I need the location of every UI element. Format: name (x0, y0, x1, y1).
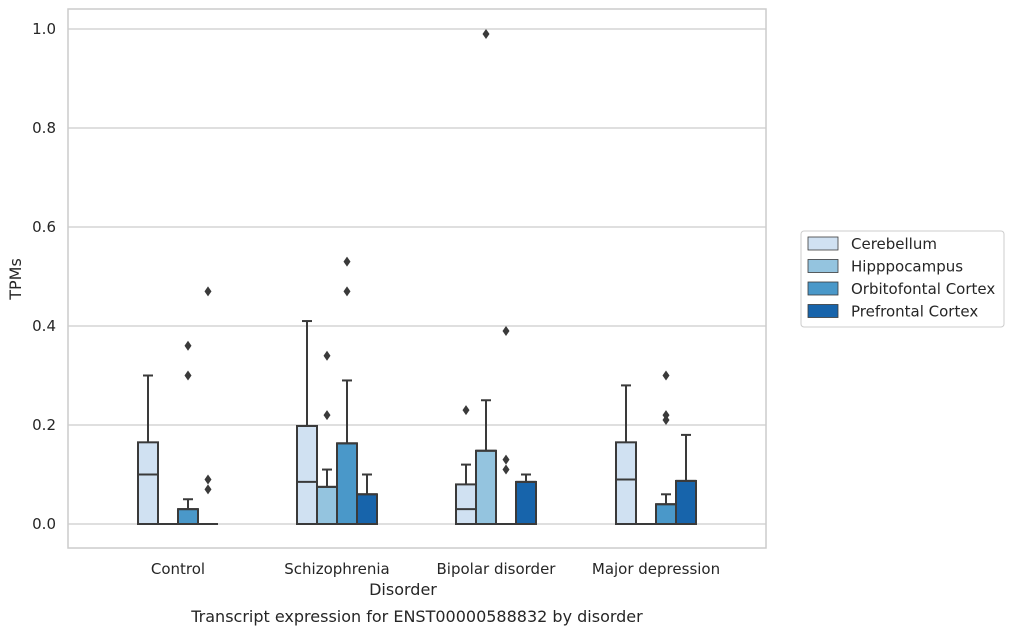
box-body (615, 441, 637, 526)
legend: Cerebellum Hipppocampus Orbitofontal Corte… (800, 230, 1005, 328)
box-body (356, 493, 378, 525)
outlier-point (184, 340, 192, 351)
outlier-point (482, 28, 490, 39)
y-tick-label: 0.8 (32, 119, 56, 137)
y-axis-ticks: 0.0 0.2 0.4 0.6 0.8 1.0 (32, 20, 56, 533)
outlier-point (502, 325, 510, 336)
box-orbitofontal-cortex (177, 340, 199, 525)
x-tick-label: Major depression (592, 560, 720, 578)
legend-swatch (807, 236, 839, 251)
y-tick-label: 1.0 (32, 20, 56, 38)
legend-label: Cerebellum (851, 235, 937, 253)
box-body (655, 503, 677, 526)
box-orbitofontal-cortex (655, 370, 677, 526)
y-axis-label: TPMs (6, 258, 25, 301)
box-body (475, 449, 497, 525)
box-orbitofontal-cortex (496, 325, 516, 525)
outlier-point (343, 286, 351, 297)
outlier-point (323, 350, 331, 361)
box-body (336, 442, 358, 525)
legend-label: Orbitofontal Cortex (851, 280, 995, 298)
legend-swatch (807, 259, 839, 273)
y-tick-label: 0.6 (32, 218, 56, 236)
box-cerebellum (615, 384, 637, 526)
x-axis-ticks: Control Schizophrenia Bipolar disorder Majo… (151, 560, 720, 578)
box-body (296, 424, 318, 525)
legend-swatch (807, 304, 839, 318)
box-prefrontal-cortex (198, 286, 218, 525)
legend-item: Cerebellum (807, 235, 937, 253)
box-hipppocampus (316, 350, 338, 525)
box-cerebellum (296, 320, 318, 525)
outlier-point (323, 410, 331, 421)
box-cerebellum (455, 405, 477, 525)
outlier-point (502, 464, 510, 475)
legend-item: Orbitofontal Cortex (807, 280, 995, 298)
outlier-point (502, 454, 510, 465)
box-body (675, 479, 697, 525)
plot-area (137, 28, 697, 526)
box-body (455, 483, 477, 525)
x-tick-label: Bipolar disorder (437, 560, 557, 578)
y-tick-label: 0.0 (32, 515, 56, 533)
legend-item: Hipppocampus (807, 258, 963, 276)
box-orbitofontal-cortex (336, 256, 358, 525)
outlier-point (204, 474, 212, 485)
box-prefrontal-cortex (356, 473, 378, 525)
gridlines (68, 28, 766, 525)
y-tick-label: 0.4 (32, 317, 56, 335)
box-body (137, 441, 159, 526)
x-axis-label: Disorder (369, 580, 437, 599)
figure-caption: Transcript expression for ENST0000058883… (190, 607, 643, 626)
legend-item: Prefrontal Cortex (807, 303, 978, 321)
outlier-point (662, 410, 670, 421)
legend-label: Prefrontal Cortex (851, 303, 978, 321)
outlier-point (462, 405, 470, 416)
box-body (515, 480, 537, 525)
outlier-point (662, 370, 670, 381)
box-cerebellum (137, 374, 159, 526)
outlier-point (204, 286, 212, 297)
legend-swatch (807, 281, 839, 296)
x-tick-label: Schizophrenia (284, 560, 389, 578)
outlier-point (204, 484, 212, 495)
plot-frame (67, 8, 767, 549)
legend-frame (800, 230, 1005, 328)
outlier-point (343, 256, 351, 267)
box-body (316, 485, 338, 525)
outlier-point (184, 370, 192, 381)
box-prefrontal-cortex (515, 473, 537, 525)
y-tick-label: 0.2 (32, 416, 56, 434)
box-hipppocampus (475, 28, 497, 525)
box-prefrontal-cortex (675, 433, 697, 525)
x-tick-label: Control (151, 560, 205, 578)
box-body (177, 508, 199, 525)
legend-label: Hipppocampus (851, 258, 963, 276)
